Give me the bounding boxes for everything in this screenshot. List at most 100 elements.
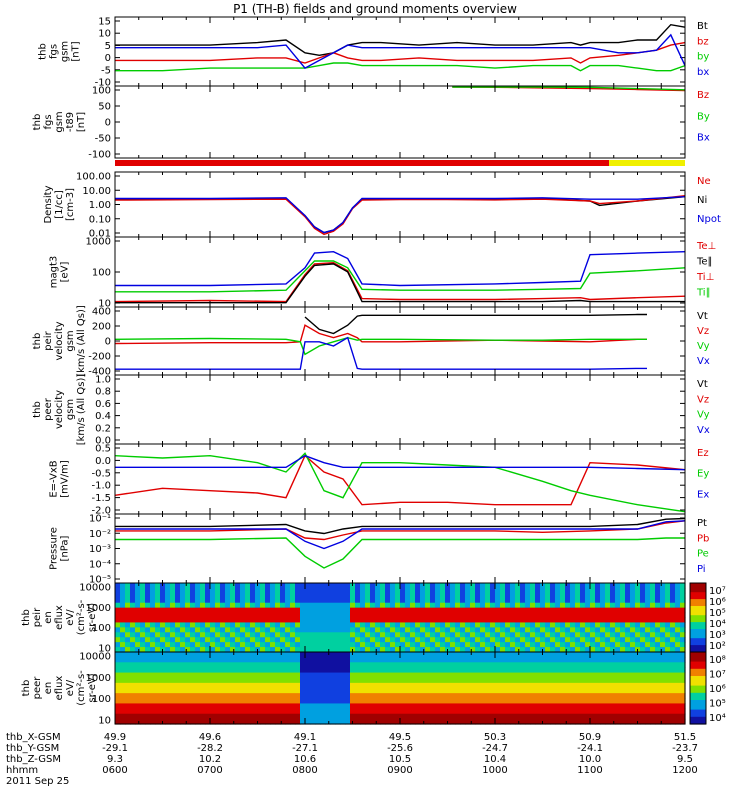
spectrogram-cell	[280, 612, 286, 619]
spectrogram-cell	[280, 713, 286, 720]
spectrogram-cell	[295, 708, 301, 715]
spectrogram-cell	[365, 708, 371, 715]
spectrogram-cell	[535, 632, 541, 638]
spectrogram-cell	[120, 602, 126, 609]
spectrogram-cell	[415, 587, 421, 594]
density-legend-item: Npot	[697, 214, 721, 225]
spectrogram-cell	[260, 667, 266, 674]
spectrogram-cell	[410, 637, 416, 643]
spectrogram-cell	[485, 627, 491, 633]
spectrogram-cell	[340, 672, 346, 679]
spectrogram-cell	[500, 708, 506, 715]
spectrogram-cell	[280, 718, 286, 725]
spectrogram-cell	[515, 698, 521, 705]
spectrogram-cell	[235, 612, 241, 619]
spectrogram-cell	[470, 647, 476, 653]
spectrogram-cell	[570, 632, 576, 638]
spectrogram-cell	[620, 642, 626, 648]
spectrogram-cell	[620, 587, 626, 594]
spectrogram-cell	[295, 597, 301, 604]
fgs_t89-legend-item: Bz	[697, 90, 709, 101]
spectrogram-cell	[215, 617, 221, 624]
spectrogram-cell	[450, 677, 456, 684]
spectrogram-cell	[360, 617, 366, 624]
spectrogram-cell	[595, 703, 601, 710]
spectrogram-cell	[260, 652, 266, 658]
spectrogram-cell	[130, 602, 136, 609]
spectrogram-cell	[220, 647, 226, 653]
spectrogram-cell	[385, 667, 391, 674]
date-label: 2011 Sep 25	[6, 776, 69, 787]
spectrogram-cell	[605, 612, 611, 619]
spectrogram-cell	[595, 652, 601, 658]
spectrogram-cell	[375, 597, 381, 604]
spectrogram-cell	[660, 622, 666, 628]
spectrogram-cell	[215, 693, 221, 699]
spectrogram-cell	[530, 583, 536, 589]
spectrogram-cell	[140, 607, 146, 614]
spectrogram-cell	[585, 693, 591, 699]
spectrogram-cell	[280, 587, 286, 594]
spectrogram-cell	[300, 587, 306, 594]
spectrogram-cell	[380, 587, 386, 594]
spectrogram-cell	[250, 647, 256, 653]
spectrogram-cell	[245, 632, 251, 638]
spectrogram-cell	[240, 637, 246, 643]
spectrogram-cell	[150, 682, 156, 689]
spectrogram-cell	[615, 602, 621, 609]
spectrogram-cell	[320, 698, 326, 705]
spectrogram-cell	[405, 642, 411, 648]
spectrogram-cell	[345, 612, 351, 619]
spectrogram-cell	[545, 693, 551, 699]
spectrogram-cell	[530, 677, 536, 684]
spectrogram-cell	[485, 657, 491, 663]
spectrogram-cell	[365, 682, 371, 689]
spectrogram-cell	[335, 647, 341, 653]
spectrogram-cell	[390, 637, 396, 643]
spectrogram-cell	[640, 698, 646, 705]
spectrogram-cell	[290, 708, 296, 715]
spectrogram-cell	[400, 602, 406, 609]
spectrogram-cell	[680, 693, 686, 699]
density-ytick-label: 0.01	[89, 229, 111, 240]
spectrogram-cell	[225, 662, 231, 669]
spectrogram-cell	[600, 592, 606, 599]
spectrogram-cell	[145, 632, 151, 638]
spectrogram-cell	[315, 718, 321, 725]
spectrogram-cell	[210, 667, 216, 674]
spectrogram-cell	[380, 592, 386, 599]
spectrogram-cell	[630, 677, 636, 684]
spectrogram-cell	[610, 632, 616, 638]
spectrogram-cell	[645, 652, 651, 658]
spectrogram-cell	[680, 718, 686, 725]
spectrogram-cell	[150, 662, 156, 669]
spectrogram-cell	[355, 708, 361, 715]
spectrogram-cell	[155, 647, 161, 653]
spectrogram-cell	[650, 672, 656, 679]
spectrogram-cell	[620, 622, 626, 628]
spectrogram-cell	[380, 637, 386, 643]
spectrogram-cell	[125, 693, 131, 699]
spectrogram-cell	[285, 693, 291, 699]
spectrogram-cell	[620, 693, 626, 699]
spectrogram-cell	[410, 612, 416, 619]
spectrogram-cell	[645, 632, 651, 638]
spectrogram-cell	[575, 682, 581, 689]
spectrogram-cell	[525, 607, 531, 614]
spectrogram-cell	[660, 718, 666, 725]
spectrogram-cell	[305, 587, 311, 594]
spectrogram-cell	[395, 597, 401, 604]
spectrogram-cell	[575, 617, 581, 624]
spectrogram-cell	[475, 592, 481, 599]
spectrogram-cell	[440, 657, 446, 663]
spectrogram-cell	[395, 617, 401, 624]
spectrogram-cell	[475, 693, 481, 699]
spectrogram-cell	[470, 617, 476, 624]
spectrogram-cell	[645, 642, 651, 648]
spectrogram-cell	[195, 592, 201, 599]
spectrogram-cell	[435, 607, 441, 614]
spectrogram-cell	[475, 607, 481, 614]
efield-ytick-label: -0.5	[91, 468, 111, 479]
spectrogram-cell	[475, 713, 481, 720]
spectrogram-cell	[535, 703, 541, 710]
